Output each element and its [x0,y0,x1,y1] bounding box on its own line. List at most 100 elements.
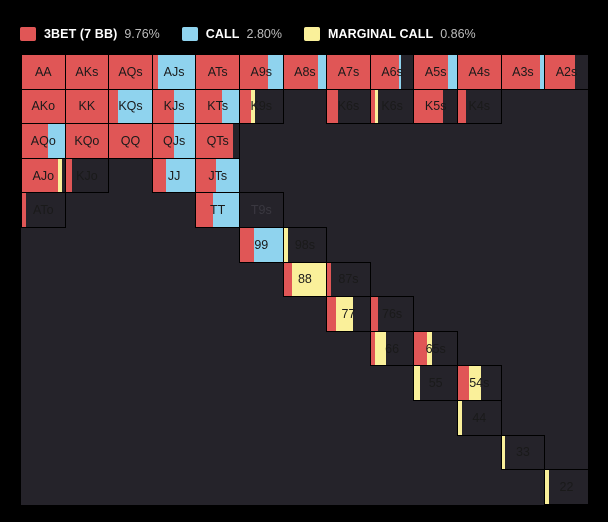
bet-frequency-bar [414,331,428,366]
hand-cell-87s[interactable]: 87s [326,261,371,298]
hand-cell-aqo[interactable]: AQo [21,123,66,159]
bet-frequency-bar [196,124,233,158]
hand-cell-a8s[interactable]: A8s [282,54,328,90]
marginal-frequency-bar [545,470,549,504]
bet-frequency-bar [152,124,175,158]
call-frequency-bar [165,158,196,193]
bet-frequency-bar [109,124,152,158]
marginal-frequency-bar [375,331,386,366]
marginal-frequency-bar [250,89,255,124]
bet-frequency-bar [65,124,109,158]
hand-cell-qts[interactable]: QTs [195,123,240,159]
hand-label: 87s [338,272,359,287]
hand-cell-77[interactable]: 77 [326,296,371,332]
hand-cell-k5s[interactable]: K5s [413,88,458,125]
hand-cell-aa[interactable]: AA [21,54,66,90]
bet-frequency-bar [196,193,213,227]
hand-cell-a6s[interactable]: A6s [369,54,415,90]
hand-cell-a2s[interactable]: A2s [544,54,588,90]
legend-percentage: 9.76% [124,27,160,41]
hand-cell-88[interactable]: 88 [282,261,328,298]
hand-cell-65s[interactable]: 65s [413,330,458,367]
call-frequency-bar [254,228,283,262]
bet-frequency-bar [370,297,379,331]
call-frequency-bar [221,89,239,124]
hand-cell-kjs[interactable]: KJs [151,88,197,125]
hand-cell-99[interactable]: 99 [239,227,284,263]
hand-cell-66[interactable]: 66 [369,330,415,367]
hand-cell-a5s[interactable]: A5s [413,54,458,90]
hand-cell-a7s[interactable]: A7s [326,54,371,90]
hand-cell-ajo[interactable]: AJo [21,157,66,194]
hand-cell-33[interactable]: 33 [500,434,546,471]
bet-frequency-bar [22,89,65,124]
bet-frequency-bar [327,89,338,124]
hand-cell-k6s[interactable]: K6s [326,88,371,125]
hand-cell-aks[interactable]: AKs [64,54,110,90]
hand-cell-ako[interactable]: AKo [21,88,66,125]
legend-item-3bet: 3BET (7 BB) 9.76% [20,27,160,41]
hand-cell-a3s[interactable]: A3s [500,54,546,90]
hand-cell-tt[interactable]: TT [195,192,240,228]
hand-cell-ato[interactable]: ATo [21,192,66,228]
hand-cell-a9s[interactable]: A9s [239,54,284,90]
hand-cell-44[interactable]: 44 [457,400,502,436]
hand-cell-jj[interactable]: JJ [151,157,197,194]
hand-cell-k4s[interactable]: K4s [457,88,502,125]
marginal-frequency-bar [468,366,482,400]
hand-cell-98s[interactable]: 98s [282,227,328,263]
hand-cell-kk[interactable]: KK [64,88,110,125]
hand-cell-54s[interactable]: 54s [457,365,502,401]
legend-percentage: 2.80% [246,27,282,41]
bet-frequency-bar [196,89,222,124]
hand-cell-a4s[interactable]: A4s [457,54,502,90]
hand-range-grid: AA AKs AQs AJs ATs A9s A8s A7s A6s A5s A4s A3s A2s AK… [21,54,588,505]
call-frequency-bar [215,158,239,193]
hand-cell-k9s[interactable]: K9s [239,88,284,125]
hand-cell-k6s[interactable]: K6s [369,88,415,125]
hand-cell-ajs[interactable]: AJs [151,54,197,90]
hand-label: 98s [294,237,315,252]
bet-frequency-bar [196,158,216,193]
hand-cell-76s[interactable]: 76s [369,296,415,332]
hand-cell-kqo[interactable]: KQo [64,123,110,159]
bet-frequency-bar [458,366,469,400]
hand-cell-t9s[interactable]: T9s [239,192,284,228]
bet-frequency-bar [458,55,501,89]
bet-frequency-bar [327,262,331,297]
legend-item-call: CALL 2.80% [181,27,282,41]
yellow-square-swatch-icon [303,27,320,41]
call-frequency-bar [174,124,196,158]
call-frequency-bar [268,55,283,89]
legend: 3BET (7 BB) 9.76% CALL 2.80% MARGINAL CA… [20,24,498,44]
hand-cell-qq[interactable]: QQ [108,123,153,159]
call-frequency-bar [117,89,152,124]
hand-cell-kqs[interactable]: KQs [108,88,153,125]
hand-cell-55[interactable]: 55 [413,365,458,401]
hand-cell-kjo[interactable]: KJo [64,157,110,194]
marginal-frequency-bar [501,435,505,470]
hand-label: 55 [428,376,443,391]
bet-frequency-bar [370,55,399,89]
legend-label: 3BET (7 BB) [44,27,118,41]
call-frequency-bar [448,55,457,89]
bet-frequency-bar [458,89,466,124]
hand-cell-qjs[interactable]: QJs [151,123,197,159]
bet-frequency-bar [327,297,336,331]
hand-cell-aqs[interactable]: AQs [108,54,153,90]
marginal-frequency-bar [292,262,327,297]
hand-cell-kts[interactable]: KTs [195,88,240,125]
hand-cell-jts[interactable]: JTs [195,157,240,194]
marginal-frequency-bar [335,297,353,331]
marginal-frequency-bar [375,89,379,124]
bet-frequency-bar [414,89,443,124]
call-frequency-bar [317,55,327,89]
marginal-frequency-bar [414,366,420,400]
bet-frequency-bar [240,55,269,89]
bet-frequency-bar [545,55,575,89]
hand-cell-22[interactable]: 22 [544,469,588,505]
hand-cell-ats[interactable]: ATs [195,54,240,90]
call-frequency-bar [47,124,65,158]
bet-frequency-bar [283,55,318,89]
